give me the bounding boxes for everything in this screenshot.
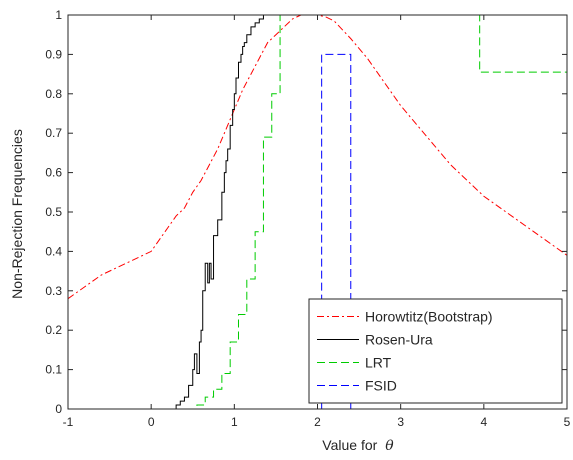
y-tick-label: 0.9 xyxy=(45,47,62,61)
x-axis-title-text: Value for xyxy=(322,437,377,453)
y-tick-label: 0 xyxy=(55,402,62,416)
x-axis-title: Value for θ xyxy=(322,437,394,454)
legend-label-3: LRT xyxy=(365,355,392,371)
x-tick-label: 1 xyxy=(231,415,238,429)
axes: -1 0 1 2 3 4 500.10.20.30.40.50.60.70.80.91 xyxy=(45,8,570,429)
y-tick-label: 0.4 xyxy=(45,244,62,258)
legend-label-4: FSID xyxy=(365,378,397,394)
y-tick-label: 1 xyxy=(55,8,62,22)
series-line-3 xyxy=(68,14,567,410)
series-line-2 xyxy=(68,14,567,410)
x-tick-label: 4 xyxy=(480,415,487,429)
legend: Horowtitz(Bootstrap) Rosen-Ura LRT FSID xyxy=(308,298,563,404)
y-axis-title: Non-Rejection Frequencies xyxy=(9,129,25,299)
x-tick-label: 3 xyxy=(397,415,404,429)
y-tick-label: 0.6 xyxy=(45,166,62,180)
x-tick-label: 5 xyxy=(564,415,571,429)
y-tick-label: 0.3 xyxy=(45,284,62,298)
x-tick-label: 2 xyxy=(314,415,321,429)
legend-label-2: Rosen-Ura xyxy=(365,332,433,348)
series-line-1 xyxy=(67,14,568,300)
y-tick-label: 0.5 xyxy=(45,205,62,219)
x-tick-label: -1 xyxy=(63,415,74,429)
legend-label-1: Horowtitz(Bootstrap) xyxy=(365,309,493,325)
y-tick-label: 0.2 xyxy=(45,323,62,337)
x-axis-title-symbol: θ xyxy=(385,438,394,454)
y-tick-label: 0.7 xyxy=(45,126,62,140)
y-tick-label: 0.1 xyxy=(45,363,62,377)
y-tick-label: 0.8 xyxy=(45,87,62,101)
x-tick-label: 0 xyxy=(148,415,155,429)
